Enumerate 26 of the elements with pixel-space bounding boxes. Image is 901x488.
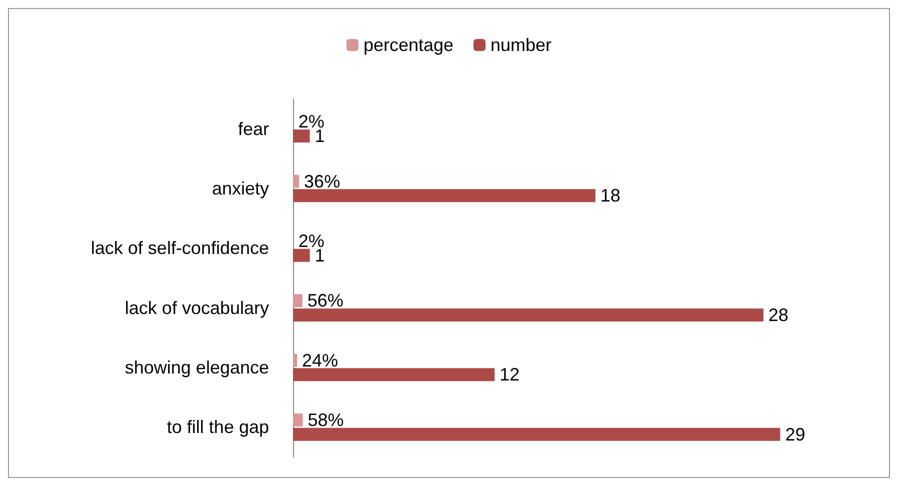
bar (293, 248, 310, 262)
y-tick-label: to fill the gap (166, 417, 269, 438)
bar (293, 189, 596, 202)
y-tick-label: showing elegance (124, 358, 269, 378)
bar (293, 414, 303, 427)
bar (293, 129, 310, 142)
data-label: 56% (307, 290, 344, 311)
bar (293, 294, 302, 308)
y-tick-label: anxiety (212, 178, 269, 198)
data-label: 58% (308, 410, 344, 430)
bar (293, 354, 298, 367)
data-label: 24% (302, 350, 338, 370)
y-tick-label: lack of self-confidence (90, 238, 269, 258)
legend-label: number (490, 35, 552, 55)
data-label: 28 (768, 304, 788, 325)
bar (293, 174, 300, 188)
data-label: 29 (785, 424, 806, 444)
bar (293, 428, 780, 441)
data-label: 18 (600, 186, 620, 206)
y-tick-label: fear (238, 118, 269, 139)
data-label: 12 (500, 364, 520, 385)
y-tick-label: lack of vocabulary (124, 298, 269, 318)
legend-label: percentage (363, 35, 454, 55)
bar (293, 368, 495, 382)
data-label: 36% (304, 171, 340, 192)
bar (293, 308, 764, 322)
